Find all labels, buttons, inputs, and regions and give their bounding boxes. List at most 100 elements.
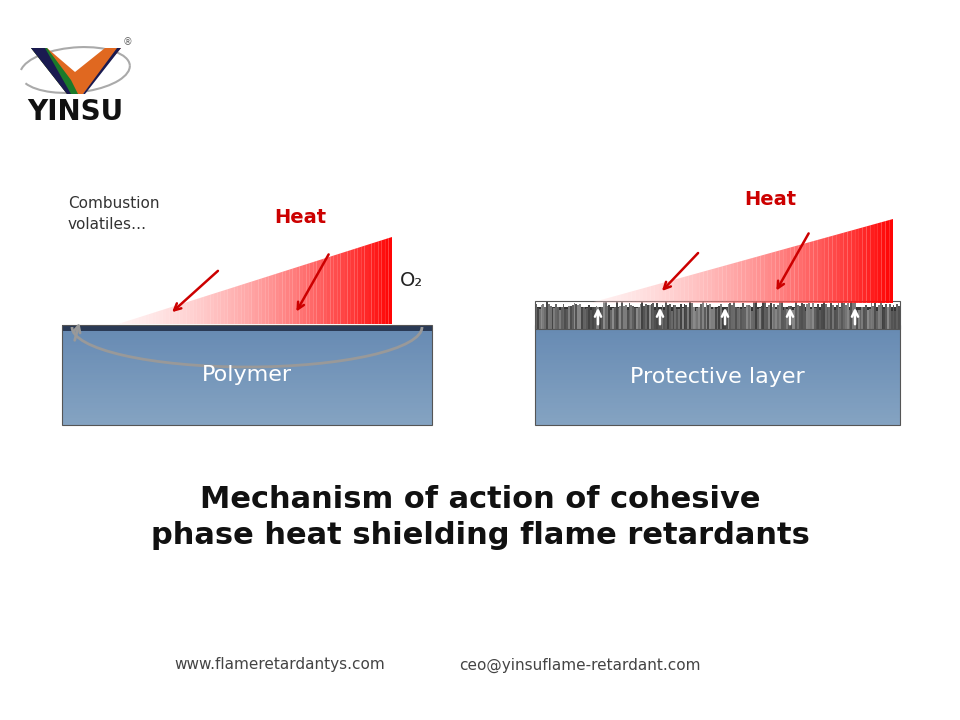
Bar <box>627 310 629 329</box>
Polygon shape <box>204 296 207 324</box>
Polygon shape <box>605 298 609 303</box>
Polygon shape <box>121 322 125 324</box>
Bar <box>713 307 715 329</box>
Polygon shape <box>177 305 180 324</box>
Bar <box>851 302 852 329</box>
Bar <box>746 305 748 329</box>
Polygon shape <box>330 256 334 324</box>
Bar <box>559 310 561 329</box>
Polygon shape <box>745 259 749 303</box>
Polygon shape <box>844 232 848 303</box>
Polygon shape <box>776 251 780 303</box>
Bar <box>647 305 649 329</box>
Bar <box>62 335 432 338</box>
Bar <box>801 303 803 329</box>
Bar <box>641 302 643 329</box>
Polygon shape <box>348 250 351 324</box>
Bar <box>806 304 808 329</box>
Bar <box>585 309 587 329</box>
Bar <box>561 307 563 329</box>
Polygon shape <box>262 277 265 324</box>
Bar <box>663 310 665 329</box>
Bar <box>62 408 432 410</box>
Bar <box>875 303 876 329</box>
Polygon shape <box>889 219 893 303</box>
Bar <box>702 301 704 329</box>
Bar <box>613 307 615 329</box>
Bar <box>62 355 432 358</box>
Bar <box>782 310 784 329</box>
Bar <box>691 302 693 329</box>
Bar <box>62 385 432 387</box>
Polygon shape <box>378 240 382 324</box>
Bar <box>786 309 788 329</box>
Bar <box>780 301 782 329</box>
Polygon shape <box>279 271 282 324</box>
Bar <box>799 307 801 329</box>
Polygon shape <box>723 265 727 303</box>
Polygon shape <box>354 248 358 324</box>
Bar <box>633 305 634 329</box>
Bar <box>777 305 779 329</box>
Polygon shape <box>382 239 385 324</box>
Polygon shape <box>358 247 361 324</box>
Polygon shape <box>803 243 805 303</box>
Polygon shape <box>590 302 594 303</box>
Bar <box>617 308 619 329</box>
Bar <box>593 307 595 329</box>
Bar <box>579 304 581 329</box>
Bar <box>62 365 432 367</box>
Bar <box>693 307 695 329</box>
Bar <box>540 305 542 329</box>
Polygon shape <box>768 253 772 303</box>
Polygon shape <box>727 264 731 303</box>
Bar <box>568 306 570 329</box>
Bar <box>62 395 432 397</box>
Polygon shape <box>217 292 221 324</box>
Bar <box>760 306 762 329</box>
Bar <box>636 308 637 329</box>
Polygon shape <box>628 292 632 303</box>
Bar <box>865 305 867 329</box>
Bar <box>695 310 696 329</box>
Polygon shape <box>795 246 799 303</box>
Polygon shape <box>737 261 741 303</box>
Polygon shape <box>118 323 121 324</box>
Bar <box>881 305 883 329</box>
Text: Polymer: Polymer <box>202 365 292 385</box>
Bar <box>878 305 879 329</box>
Bar <box>841 302 843 329</box>
Polygon shape <box>673 279 677 303</box>
Bar <box>62 372 432 375</box>
Polygon shape <box>125 320 129 324</box>
Polygon shape <box>306 263 310 324</box>
Polygon shape <box>620 294 624 303</box>
Bar <box>629 302 631 329</box>
Polygon shape <box>241 284 245 324</box>
Bar <box>535 333 900 335</box>
Bar <box>535 382 900 385</box>
Bar <box>634 307 636 329</box>
Bar <box>535 325 900 328</box>
Bar <box>706 303 708 329</box>
Bar <box>665 302 667 329</box>
Polygon shape <box>780 249 783 303</box>
Polygon shape <box>787 248 791 303</box>
Text: phase heat shielding flame retardants: phase heat shielding flame retardants <box>151 521 809 549</box>
Polygon shape <box>760 255 764 303</box>
Bar <box>544 307 546 329</box>
Bar <box>673 305 674 329</box>
Bar <box>818 305 819 329</box>
Bar <box>535 408 900 410</box>
Bar <box>62 380 432 382</box>
Bar <box>843 304 845 329</box>
Bar <box>62 382 432 385</box>
Polygon shape <box>711 269 715 303</box>
Bar <box>696 308 698 329</box>
Bar <box>839 307 841 329</box>
Polygon shape <box>351 249 354 324</box>
Bar <box>827 307 828 329</box>
Bar <box>654 310 656 329</box>
Bar <box>724 310 726 329</box>
Bar <box>587 308 588 329</box>
